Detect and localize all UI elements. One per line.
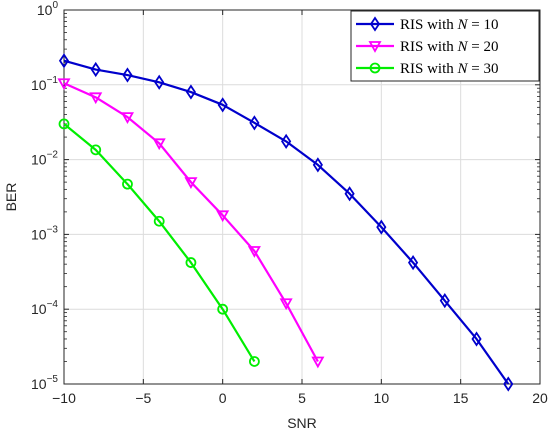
data-point-diamond xyxy=(185,84,197,100)
x-tick-label: 5 xyxy=(298,390,306,406)
legend-entry-1: RIS with N = 10 xyxy=(356,16,499,33)
data-point-diamond xyxy=(281,133,292,150)
data-point-circle xyxy=(90,144,102,156)
data-point-diamond xyxy=(90,61,101,78)
data-point-diamond xyxy=(154,74,165,90)
data-point-triangle-down xyxy=(216,210,230,223)
legend-entry-3: RIS with N = 30 xyxy=(356,61,499,77)
data-point-circle xyxy=(122,178,133,190)
data-point-circle xyxy=(153,215,165,227)
x-tick-label: 15 xyxy=(453,390,469,406)
y-tick-label: 10−5 xyxy=(31,374,58,392)
legend-marker-diamond xyxy=(369,16,381,32)
data-point-circle xyxy=(185,257,197,268)
series-2 xyxy=(57,78,325,369)
x-tick-label: −5 xyxy=(135,390,151,406)
data-point-triangle-down xyxy=(184,177,198,189)
data-point-triangle-down xyxy=(120,112,134,124)
data-point-diamond xyxy=(217,97,228,113)
y-tick-label: 10−2 xyxy=(31,150,58,168)
data-point-triangle-down xyxy=(279,298,293,311)
data-point-triangle-down xyxy=(311,356,325,369)
data-point-diamond xyxy=(312,157,323,173)
x-tick-label: 0 xyxy=(219,390,227,406)
legend-label: RIS with N = 10 xyxy=(400,17,499,33)
legend-entry-2: RIS with N = 20 xyxy=(356,39,499,55)
data-point-diamond xyxy=(249,115,260,131)
data-point-circle xyxy=(217,303,229,315)
legend-marker-triangle-down xyxy=(368,41,382,53)
series-line xyxy=(63,123,256,363)
legend-label: RIS with N = 20 xyxy=(400,39,499,55)
y-tick-label: 10−1 xyxy=(31,75,58,93)
x-tick-label: 20 xyxy=(532,390,548,406)
legend: RIS with N = 10 RIS with N = 20 RIS with N… xyxy=(350,10,540,82)
legend-marker-circle xyxy=(369,62,381,74)
legend-label: RIS with N = 30 xyxy=(400,61,499,77)
data-point-triangle-down xyxy=(89,92,103,105)
data-point-triangle-down xyxy=(152,138,166,151)
data-point-diamond xyxy=(439,293,450,309)
series-layer xyxy=(57,53,514,392)
x-tick-label: −10 xyxy=(52,390,76,406)
data-point-diamond xyxy=(344,186,355,202)
x-tick-label: 10 xyxy=(374,390,390,406)
data-point-circle xyxy=(248,356,260,367)
data-point-diamond xyxy=(503,376,514,392)
data-point-diamond xyxy=(122,67,133,83)
y-tick-label: 100 xyxy=(37,0,59,18)
data-point-diamond xyxy=(471,331,482,347)
series-line xyxy=(63,82,319,363)
y-tick-label: 10−3 xyxy=(31,224,58,242)
y-axis-label: BER xyxy=(3,183,19,212)
x-axis-label: SNR xyxy=(287,415,317,431)
data-point-diamond xyxy=(376,219,387,235)
data-point-triangle-down xyxy=(57,78,71,91)
series-1 xyxy=(58,53,514,392)
data-point-diamond xyxy=(58,53,70,69)
y-tick-label: 10−4 xyxy=(31,299,58,317)
series-line xyxy=(63,59,510,385)
data-point-triangle-down xyxy=(247,246,261,258)
series-3 xyxy=(58,118,260,367)
data-point-circle xyxy=(58,118,70,130)
data-point-diamond xyxy=(407,254,419,271)
